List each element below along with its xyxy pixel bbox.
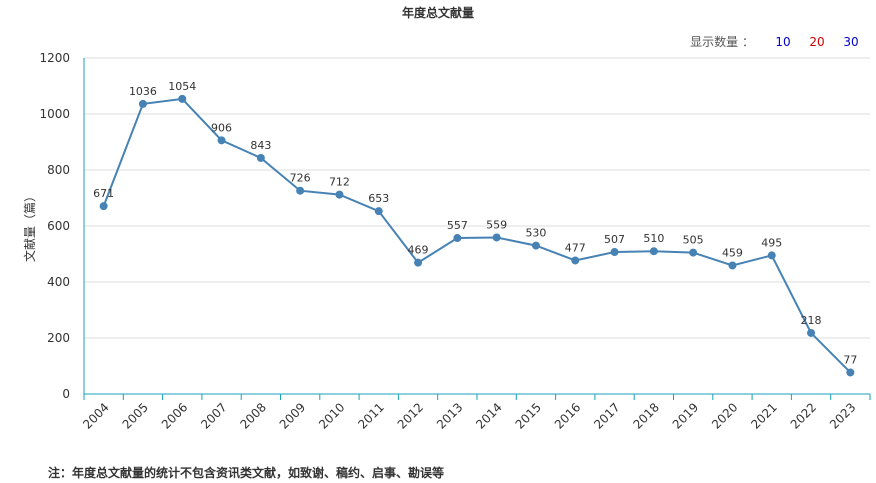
data-point [767, 251, 776, 260]
data-point [178, 94, 187, 103]
data-point [453, 234, 462, 243]
series-line: 671 1036 1054 906 843 726 712 653 469 557 559 530 47… [93, 80, 857, 377]
data-point [335, 190, 344, 199]
x-tick-label: 2023 [827, 400, 858, 431]
data-label: 906 [211, 121, 232, 134]
data-point [256, 153, 265, 162]
data-point [807, 328, 816, 337]
y-axis: 0 200 400 600 800 1000 1200 [39, 51, 85, 401]
display-count-option-10[interactable]: 10 [775, 34, 791, 49]
x-tick-label: 2007 [198, 400, 229, 431]
x-tick-label: 2022 [788, 400, 819, 431]
data-point [571, 256, 580, 265]
data-label: 495 [761, 236, 782, 249]
data-label: 77 [843, 353, 857, 366]
x-tick-label: 2020 [709, 400, 740, 431]
x-tick-label: 2004 [80, 400, 111, 431]
data-label: 1054 [168, 80, 196, 93]
y-tick-label: 0 [62, 387, 70, 401]
display-count-option-20[interactable]: 20 [809, 34, 825, 49]
data-point [414, 258, 423, 267]
data-label: 507 [604, 233, 625, 246]
display-count-selector: 显示数量 ： 10 20 30 [690, 33, 868, 50]
data-label: 726 [290, 172, 311, 185]
data-label: 843 [250, 139, 271, 152]
x-tick-label: 2006 [159, 400, 190, 431]
data-point [531, 241, 540, 250]
data-label: 557 [447, 219, 468, 232]
data-label: 671 [93, 187, 114, 200]
data-label: 530 [525, 227, 546, 240]
data-point [217, 136, 226, 145]
data-point [492, 233, 501, 242]
y-axis-label: 文献量（篇） [22, 190, 37, 262]
chart-title: 年度总文献量 [401, 6, 474, 20]
data-point [689, 248, 698, 257]
x-tick-label: 2021 [748, 400, 779, 431]
x-tick-label: 2016 [552, 400, 583, 431]
data-label: 712 [329, 176, 350, 189]
y-tick-label: 400 [47, 275, 70, 289]
x-tick-label: 2014 [473, 400, 504, 431]
y-tick-label: 600 [47, 219, 70, 233]
x-tick-label: 2012 [395, 400, 426, 431]
data-point [728, 261, 737, 270]
x-tick-label: 2011 [355, 400, 386, 431]
data-point [138, 99, 147, 108]
data-label: 459 [722, 246, 743, 259]
data-point [610, 248, 619, 257]
x-tick-label: 2017 [591, 400, 622, 431]
y-tick-label: 200 [47, 331, 70, 345]
data-point [99, 202, 108, 211]
x-tick-label: 2009 [277, 400, 308, 431]
x-tick-label: 2013 [434, 400, 465, 431]
x-tick-label: 2015 [513, 400, 544, 431]
data-point [296, 186, 305, 195]
data-point [649, 247, 658, 256]
data-label: 559 [486, 218, 507, 231]
data-label: 653 [368, 192, 389, 205]
x-axis: 2004 2005 2006 2007 2008 2009 2010 2011 2012 2013… [80, 393, 871, 432]
data-label: 1036 [129, 85, 157, 98]
y-tick-label: 1000 [39, 107, 70, 121]
y-tick-label: 1200 [39, 51, 70, 65]
data-label: 477 [565, 241, 586, 254]
footnote: 注：年度总文献量的统计不包含资讯类文献，如致谢、稿约、启事、勘误等 [48, 466, 445, 480]
x-tick-label: 2018 [630, 400, 661, 431]
data-label: 505 [683, 234, 704, 247]
data-point [374, 207, 383, 216]
x-tick-label: 2005 [120, 400, 151, 431]
x-tick-label: 2019 [670, 400, 701, 431]
data-point [846, 368, 855, 377]
x-tick-label: 2008 [237, 400, 268, 431]
data-label: 469 [408, 244, 429, 257]
display-count-option-30[interactable]: 30 [843, 34, 859, 49]
data-label: 510 [643, 232, 664, 245]
gridlines [84, 57, 870, 339]
display-count-label: 显示数量 ： [690, 35, 754, 49]
x-tick-label: 2010 [316, 400, 347, 431]
series-polyline [102, 97, 852, 374]
y-tick-label: 800 [47, 163, 70, 177]
data-label: 218 [801, 314, 822, 327]
